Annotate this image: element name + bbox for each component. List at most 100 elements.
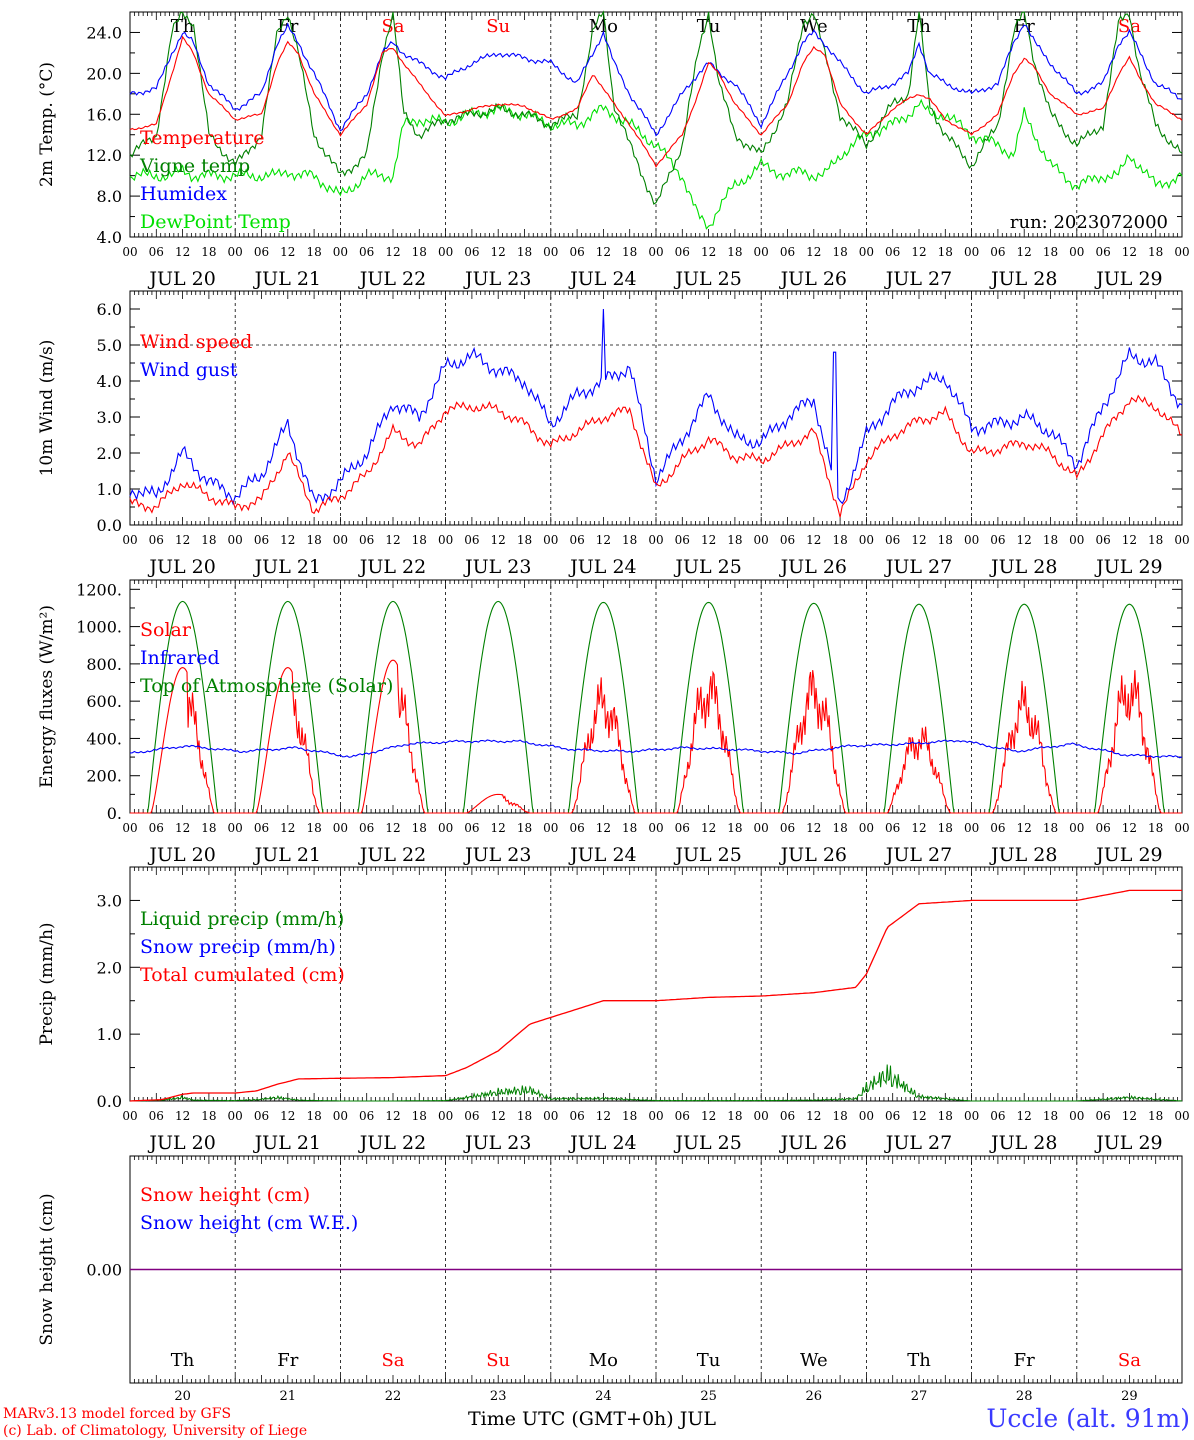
day-number-label: 25	[700, 1389, 717, 1404]
hour-tick-label: 12	[596, 821, 611, 835]
hour-tick-label: 00	[122, 533, 137, 547]
hour-tick-label: 18	[622, 245, 637, 259]
hour-tick-label: 12	[280, 821, 295, 835]
series-wind-gust	[129, 308, 1183, 506]
hour-tick-label: 12	[1122, 533, 1137, 547]
day-label: JUL 27	[884, 556, 952, 578]
hour-tick-label: 12	[911, 245, 926, 259]
hour-tick-label: 06	[990, 533, 1005, 547]
y-tick-label: 400.	[86, 729, 122, 748]
hour-tick-label: 12	[806, 245, 821, 259]
hour-tick-label: 18	[1148, 245, 1163, 259]
hour-tick-label: 06	[569, 821, 584, 835]
day-label: JUL 27	[884, 268, 952, 290]
weekday-label: Mo	[589, 16, 618, 37]
hour-tick-label: 12	[175, 533, 190, 547]
hour-tick-label: 12	[385, 821, 400, 835]
hour-tick-label: 00	[754, 821, 769, 835]
hour-tick-label: 06	[569, 1109, 584, 1123]
hour-tick-label: 00	[964, 533, 979, 547]
legend-item: Solar	[140, 619, 192, 641]
hour-tick-label: 00	[1174, 1109, 1189, 1123]
hour-tick-label: 18	[938, 533, 953, 547]
hour-tick-label: 06	[464, 533, 479, 547]
weekday-label: Fr	[1014, 16, 1035, 37]
hour-tick-label: 00	[543, 245, 558, 259]
hour-tick-label: 00	[1069, 821, 1084, 835]
day-label: JUL 24	[568, 556, 636, 578]
hour-tick-label: 12	[1017, 1109, 1032, 1123]
hour-tick-label: 12	[1122, 821, 1137, 835]
hour-tick-label: 00	[438, 821, 453, 835]
hour-tick-label: 18	[201, 245, 216, 259]
day-label: JUL 23	[463, 268, 531, 290]
hour-tick-label: 18	[622, 533, 637, 547]
series-vigne-temp	[129, 10, 1183, 205]
day-label: JUL 29	[1094, 556, 1162, 578]
hour-tick-label: 18	[1043, 245, 1058, 259]
day-label: JUL 21	[253, 556, 321, 578]
hour-tick-label: 06	[569, 245, 584, 259]
hour-tick-label: 06	[254, 1109, 269, 1123]
hour-tick-label: 00	[122, 1109, 137, 1123]
hour-tick-label: 00	[1174, 245, 1189, 259]
weekday-label: Th	[171, 1350, 195, 1371]
hour-tick-label: 06	[1095, 533, 1110, 547]
y-tick-label: 0.	[107, 804, 122, 823]
hour-tick-label: 06	[254, 821, 269, 835]
day-label: JUL 27	[884, 844, 952, 866]
hour-tick-label: 18	[201, 821, 216, 835]
y-tick-label: 800.	[86, 655, 122, 674]
hour-tick-label: 06	[149, 821, 164, 835]
hour-tick-label: 18	[412, 821, 427, 835]
day-number-label: 26	[806, 1389, 823, 1404]
hour-tick-label: 18	[622, 1109, 637, 1123]
hour-tick-label: 18	[1043, 533, 1058, 547]
day-label: JUL 26	[779, 556, 847, 578]
hour-tick-label: 18	[727, 821, 742, 835]
series-total-cumulated	[129, 889, 1182, 1102]
day-number-label: 27	[911, 1389, 928, 1404]
hour-tick-label: 18	[1148, 533, 1163, 547]
day-label: JUL 20	[147, 268, 215, 290]
hour-tick-label: 18	[938, 1109, 953, 1123]
legend-item: Vigne temp	[139, 155, 250, 177]
hour-tick-label: 18	[201, 1109, 216, 1123]
credit-lab: (c) Lab. of Climatology, University of L…	[3, 1423, 307, 1439]
hour-tick-label: 12	[385, 1109, 400, 1123]
weekday-label: Sa	[1118, 1350, 1141, 1371]
hour-tick-label: 18	[1043, 1109, 1058, 1123]
hour-tick-label: 06	[675, 821, 690, 835]
y-tick-label: 3.0	[97, 891, 122, 910]
day-label: JUL 25	[673, 556, 741, 578]
hour-tick-label: 00	[228, 821, 243, 835]
hour-tick-label: 12	[491, 533, 506, 547]
hour-tick-label: 18	[832, 245, 847, 259]
y-tick-label: 1.0	[97, 480, 122, 499]
day-label: JUL 29	[1094, 268, 1162, 290]
hour-tick-label: 12	[911, 821, 926, 835]
y-tick-label: 200.	[86, 767, 122, 786]
hour-tick-label: 12	[491, 821, 506, 835]
weekday-label: Su	[486, 1350, 510, 1371]
hour-tick-label: 00	[1069, 533, 1084, 547]
hour-tick-label: 06	[149, 245, 164, 259]
legend-item: Total cumulated (cm)	[140, 964, 345, 986]
hour-tick-label: 06	[885, 1109, 900, 1123]
y-axis-label: Snow height (cm)	[37, 1193, 57, 1345]
weekday-label: Fr	[1014, 1350, 1035, 1371]
legend-item: Snow height (cm W.E.)	[140, 1212, 358, 1234]
y-tick-label: 16.0	[86, 105, 122, 124]
day-label: JUL 25	[673, 268, 741, 290]
hour-tick-label: 00	[1069, 245, 1084, 259]
hour-tick-label: 00	[648, 1109, 663, 1123]
hour-tick-label: 00	[333, 821, 348, 835]
series-dewpoint-temp	[129, 98, 1183, 230]
legend-item: Temperature	[140, 127, 264, 149]
day-label: JUL 21	[253, 268, 321, 290]
hour-tick-label: 18	[306, 821, 321, 835]
day-label: JUL 23	[463, 844, 531, 866]
hour-tick-label: 00	[228, 533, 243, 547]
panel-temp-group: 4.0 8.0 12.0 16.0 20.0 24.0 2m Temp. (°C) 00 06 1…	[37, 10, 1190, 290]
hour-tick-label: 12	[385, 533, 400, 547]
